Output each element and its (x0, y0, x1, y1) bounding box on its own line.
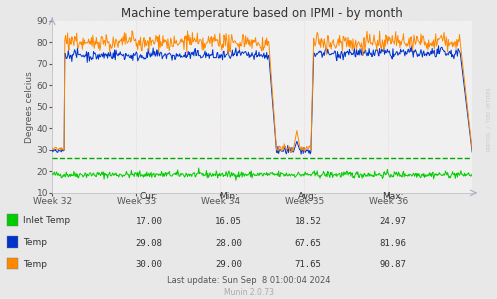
Text: Inlet Temp: Inlet Temp (23, 216, 71, 225)
Text: 71.65: 71.65 (295, 260, 322, 269)
Text: 29.08: 29.08 (136, 239, 163, 248)
Text: 30.00: 30.00 (136, 260, 163, 269)
Text: 24.97: 24.97 (379, 217, 406, 226)
Text: 17.00: 17.00 (136, 217, 163, 226)
Text: 29.00: 29.00 (215, 260, 242, 269)
Text: Min:: Min: (219, 192, 238, 201)
Text: Max:: Max: (382, 192, 404, 201)
Text: Last update: Sun Sep  8 01:00:04 2024: Last update: Sun Sep 8 01:00:04 2024 (167, 276, 330, 285)
Text: 28.00: 28.00 (215, 239, 242, 248)
Text: 90.87: 90.87 (379, 260, 406, 269)
Text: 18.52: 18.52 (295, 217, 322, 226)
Text: 16.05: 16.05 (215, 217, 242, 226)
Text: Temp: Temp (23, 260, 47, 269)
Title: Machine temperature based on IPMI - by month: Machine temperature based on IPMI - by m… (121, 7, 403, 20)
Text: 81.96: 81.96 (379, 239, 406, 248)
Y-axis label: Degrees celcius: Degrees celcius (25, 71, 34, 143)
Text: Munin 2.0.73: Munin 2.0.73 (224, 289, 273, 298)
Text: RRDTOOL / TOBI OETIKER: RRDTOOL / TOBI OETIKER (486, 88, 491, 151)
Text: Temp: Temp (23, 238, 47, 247)
Text: 67.65: 67.65 (295, 239, 322, 248)
Text: Avg:: Avg: (298, 192, 318, 201)
Text: Cur:: Cur: (140, 192, 159, 201)
